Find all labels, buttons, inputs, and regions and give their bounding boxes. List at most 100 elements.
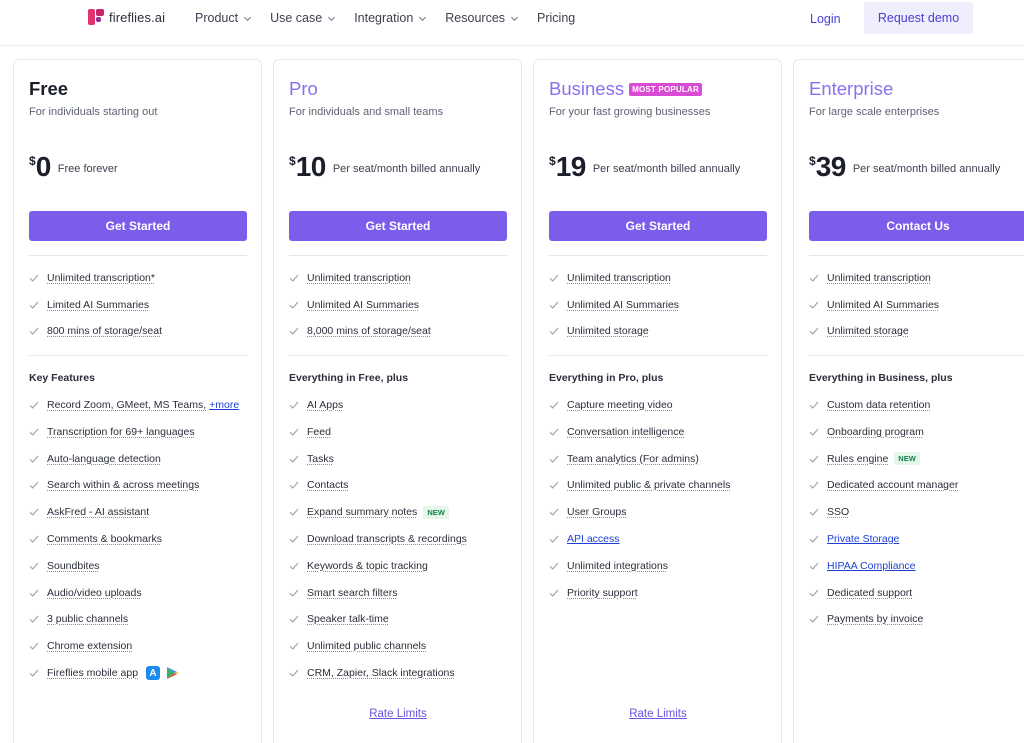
feature-item: Tasks — [289, 451, 334, 467]
nav-item-label: Resources — [445, 11, 505, 25]
check-icon — [289, 427, 299, 437]
divider — [29, 255, 247, 256]
feature-text: Unlimited transcription* — [47, 272, 155, 284]
check-icon — [29, 300, 39, 310]
check-icon — [289, 454, 299, 464]
feature-text: Auto-language detection — [47, 453, 161, 465]
nav-item-use-case[interactable]: Use case — [270, 11, 336, 25]
feature-text: Unlimited transcription — [567, 272, 671, 284]
plan-name: Business MOST POPULAR — [549, 78, 702, 100]
feature-text: 800 mins of storage/seat — [47, 325, 162, 337]
feature-item: Payments by invoice — [809, 611, 923, 627]
most-popular-badge: MOST POPULAR — [629, 83, 702, 96]
price-currency: $ — [289, 154, 296, 168]
feature-text: Rules engine — [827, 453, 888, 465]
feature-item: Search within & across meetings — [29, 477, 199, 493]
feature-text: Payments by invoice — [827, 613, 923, 625]
check-icon — [809, 588, 819, 598]
plan-name-text: Free — [29, 78, 68, 100]
check-icon — [809, 480, 819, 490]
get-started-button[interactable]: Get Started — [549, 211, 767, 241]
feature-text: Comments & bookmarks — [47, 533, 162, 545]
check-icon — [809, 273, 819, 283]
check-icon — [29, 641, 39, 651]
feature-item: 800 mins of storage/seat — [29, 323, 162, 339]
get-started-button[interactable]: Get Started — [29, 211, 247, 241]
price-note: Per seat/month billed annually — [593, 163, 740, 175]
plan-price: $39 Per seat/month billed annually — [809, 152, 1000, 182]
rate-limits-link[interactable]: Rate Limits — [549, 708, 767, 720]
feature-item: Auto-language detection — [29, 451, 161, 467]
feature-item: Custom data retention — [809, 397, 930, 413]
plan-name-text: Enterprise — [809, 78, 893, 100]
check-icon — [549, 400, 559, 410]
feature-text[interactable]: Private Storage — [827, 533, 899, 545]
check-icon — [29, 480, 39, 490]
chevron-down-icon — [418, 14, 427, 23]
check-icon — [289, 534, 299, 544]
check-icon — [549, 480, 559, 490]
chevron-down-icon — [243, 14, 252, 23]
feature-item: Team analytics (For admins) — [549, 451, 699, 467]
get-started-button[interactable]: Get Started — [289, 211, 507, 241]
feature-text: Dedicated account manager — [827, 479, 958, 491]
feature-text: Unlimited storage — [567, 325, 649, 337]
feature-text: Dedicated support — [827, 587, 912, 599]
login-link[interactable]: Login — [810, 12, 841, 26]
plan-card-free: Free For individuals starting out $0 Free f… — [13, 59, 262, 743]
plan-card-business: Business MOST POPULAR For your fast growin… — [533, 59, 782, 743]
fireflies-logo[interactable]: fireflies.ai — [88, 9, 165, 25]
feature-text: Audio/video uploads — [47, 587, 142, 599]
app-store-icon[interactable]: A — [146, 666, 160, 680]
feature-item: Unlimited storage — [809, 323, 909, 339]
check-icon — [29, 561, 39, 571]
nav-item-product[interactable]: Product — [195, 11, 252, 25]
feature-item: Unlimited transcription* — [29, 270, 155, 286]
more-integrations-link[interactable]: +more — [209, 399, 239, 411]
rate-limits-link[interactable]: Rate Limits — [289, 708, 507, 720]
feature-item: Unlimited storage — [549, 323, 649, 339]
store-icons: A — [146, 666, 179, 680]
feature-item: Conversation intelligence — [549, 424, 684, 440]
google-play-icon[interactable] — [166, 666, 179, 680]
feature-item: Expand summary notes NEW — [289, 504, 449, 520]
price-note: Per seat/month billed annually — [853, 163, 1000, 175]
contact-us-button[interactable]: Contact Us — [809, 211, 1024, 241]
check-icon — [809, 454, 819, 464]
feature-text: AI Apps — [307, 399, 343, 411]
feature-text: Transcription for 69+ languages — [47, 426, 195, 438]
nav-item-pricing[interactable]: Pricing — [537, 11, 575, 25]
feature-text[interactable]: HIPAA Compliance — [827, 560, 916, 572]
features-section-title: Everything in Pro, plus — [549, 372, 663, 384]
price-currency: $ — [549, 154, 556, 168]
request-demo-button[interactable]: Request demo — [864, 2, 973, 34]
feature-item: Dedicated support — [809, 585, 912, 601]
feature-item: Unlimited transcription — [809, 270, 931, 286]
features-section-title: Everything in Free, plus — [289, 372, 408, 384]
feature-item: Smart search filters — [289, 585, 397, 601]
nav-item-resources[interactable]: Resources — [445, 11, 519, 25]
check-icon — [29, 588, 39, 598]
feature-item: Comments & bookmarks — [29, 531, 162, 547]
feature-text: Search within & across meetings — [47, 479, 199, 491]
price-amount: 10 — [296, 152, 326, 182]
feature-text: AskFred - AI assistant — [47, 506, 149, 518]
check-icon — [29, 454, 39, 464]
feature-item: HIPAA Compliance — [809, 558, 916, 574]
feature-text: Unlimited AI Summaries — [827, 299, 939, 311]
nav-item-integration[interactable]: Integration — [354, 11, 427, 25]
feature-text: 8,000 mins of storage/seat — [307, 325, 431, 337]
check-icon — [549, 273, 559, 283]
feature-text: Unlimited AI Summaries — [567, 299, 679, 311]
check-icon — [289, 300, 299, 310]
feature-item: Fireflies mobile app A — [29, 665, 179, 681]
plan-price: $10 Per seat/month billed annually — [289, 152, 480, 182]
plan-name: Enterprise — [809, 78, 893, 100]
check-icon — [29, 400, 39, 410]
check-icon — [289, 273, 299, 283]
feature-text[interactable]: API access — [567, 533, 620, 545]
price-amount: 39 — [816, 152, 846, 182]
feature-text: Priority support — [567, 587, 638, 599]
feature-item: Unlimited public channels — [289, 638, 426, 654]
plan-card-pro: Pro For individuals and small teams $10 Per… — [273, 59, 522, 743]
